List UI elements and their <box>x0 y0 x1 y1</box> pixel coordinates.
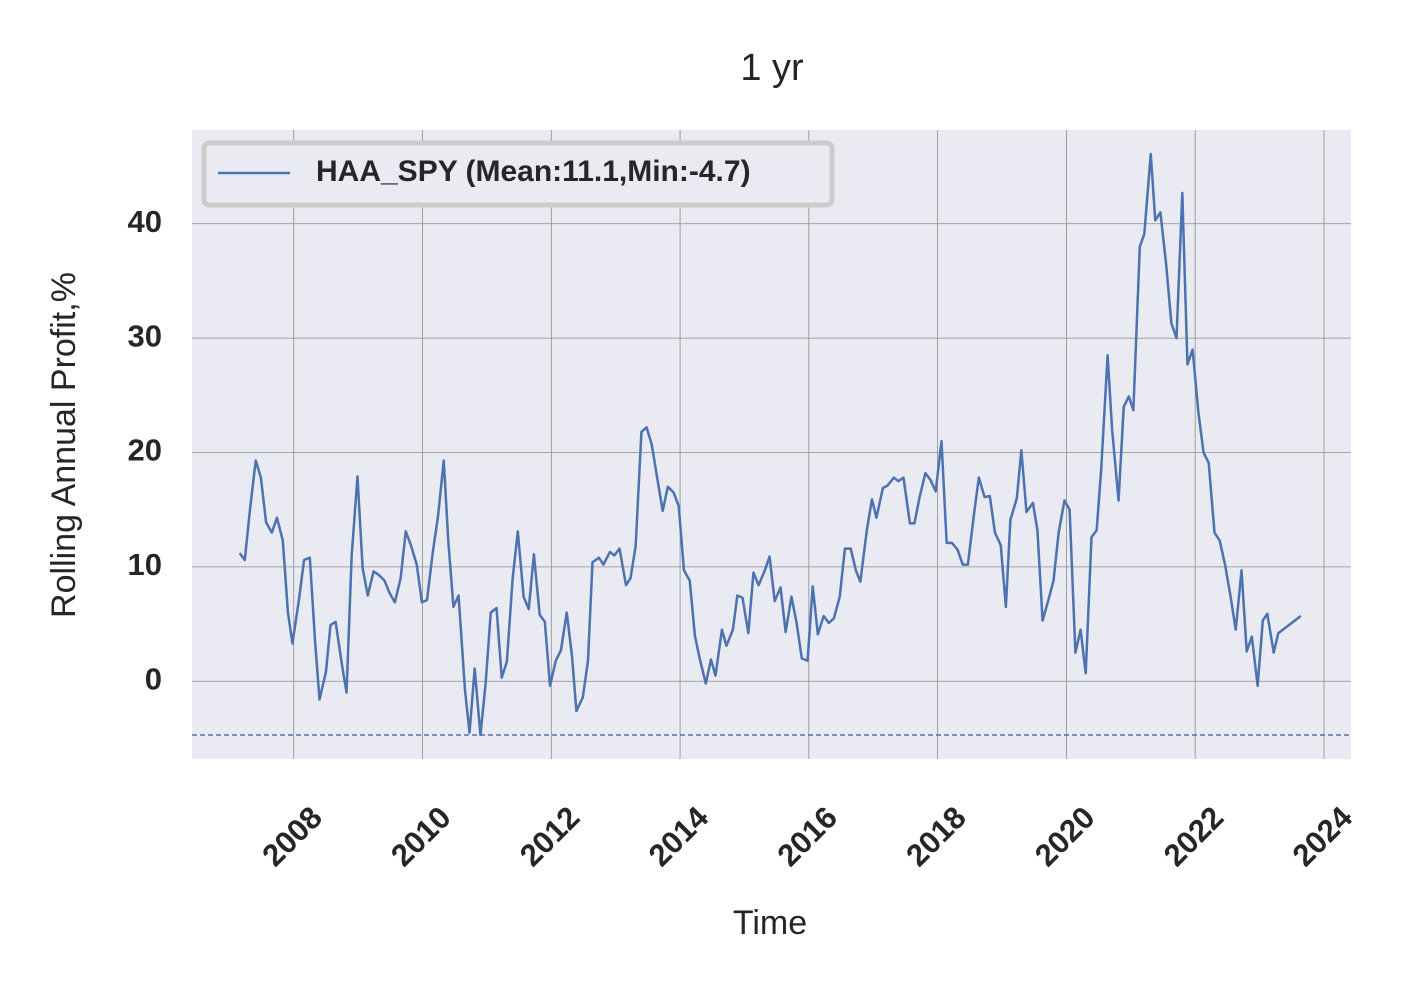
x-tick-label: 2012 <box>513 800 587 874</box>
x-tick-label: 2022 <box>1157 800 1231 874</box>
x-tick-label: 2020 <box>1028 800 1102 874</box>
x-tick-label: 2024 <box>1286 799 1360 873</box>
x-tick-label: 2010 <box>384 800 458 874</box>
y-tick-label: 40 <box>128 204 162 239</box>
x-tick-label: 2016 <box>770 800 844 874</box>
legend-box <box>201 140 835 208</box>
y-tick-label: 10 <box>128 547 162 582</box>
y-tick-label: 30 <box>128 318 162 353</box>
x-tick-label: 2018 <box>899 800 973 874</box>
x-axis-label: Time <box>733 904 807 942</box>
y-tick-label: 0 <box>145 661 162 696</box>
plot-area <box>192 130 1351 759</box>
chart-title: 1 yr <box>740 47 804 89</box>
x-tick-label: 2014 <box>642 799 716 873</box>
y-axis-label: Rolling Annual Profit,% <box>45 272 83 618</box>
legend-label: HAA_SPY (Mean:11.1,Min:-4.7) <box>316 155 751 188</box>
line <box>238 152 1302 737</box>
x-tick-label: 2008 <box>255 800 329 874</box>
y-tick-label: 20 <box>128 433 162 468</box>
